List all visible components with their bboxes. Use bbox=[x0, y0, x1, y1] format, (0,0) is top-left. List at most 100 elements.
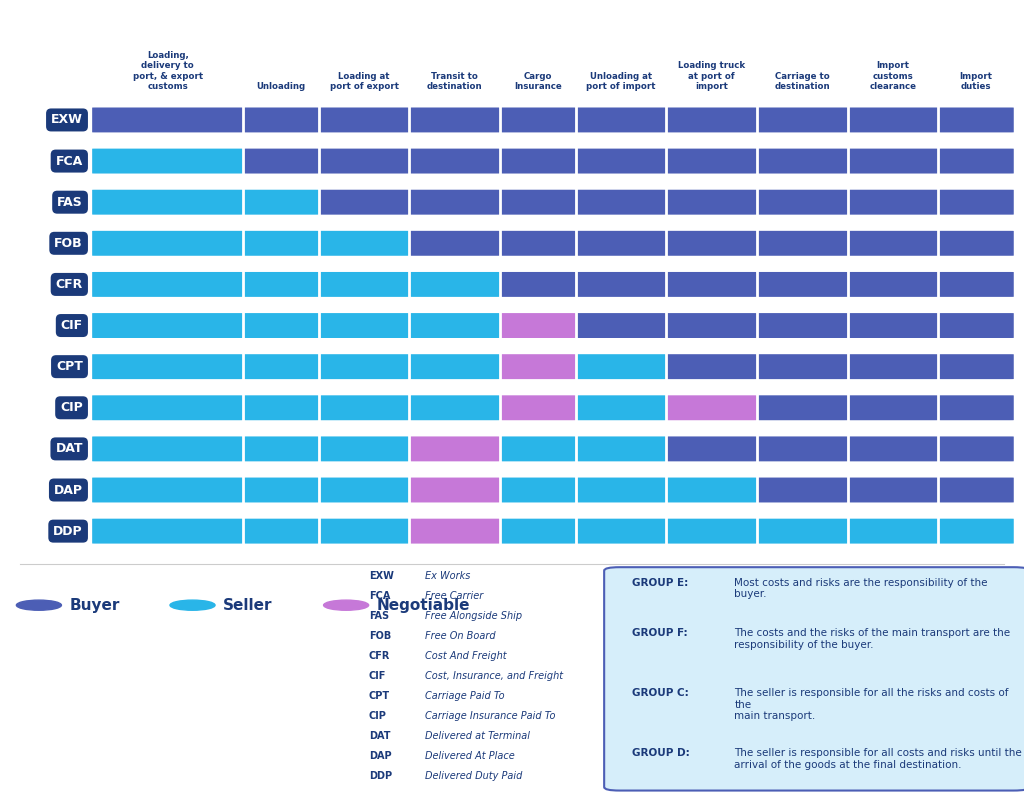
FancyBboxPatch shape bbox=[667, 190, 757, 214]
FancyBboxPatch shape bbox=[410, 354, 500, 379]
FancyBboxPatch shape bbox=[575, 190, 667, 214]
FancyBboxPatch shape bbox=[500, 272, 575, 297]
FancyBboxPatch shape bbox=[318, 107, 410, 133]
FancyBboxPatch shape bbox=[92, 148, 244, 174]
Text: GROUP E:: GROUP E: bbox=[632, 577, 688, 588]
FancyBboxPatch shape bbox=[938, 354, 1014, 379]
FancyBboxPatch shape bbox=[575, 231, 667, 256]
FancyBboxPatch shape bbox=[244, 107, 318, 133]
FancyBboxPatch shape bbox=[318, 272, 410, 297]
FancyBboxPatch shape bbox=[848, 272, 938, 297]
FancyBboxPatch shape bbox=[938, 313, 1014, 338]
Text: Delivered at Terminal: Delivered at Terminal bbox=[425, 731, 530, 741]
Text: EXW: EXW bbox=[369, 571, 393, 580]
Circle shape bbox=[324, 600, 369, 611]
FancyBboxPatch shape bbox=[318, 395, 410, 420]
FancyBboxPatch shape bbox=[318, 477, 410, 503]
FancyBboxPatch shape bbox=[575, 477, 667, 503]
Text: Cost, Insurance, and Freight: Cost, Insurance, and Freight bbox=[425, 671, 563, 680]
FancyBboxPatch shape bbox=[92, 190, 244, 214]
Text: Cost And Freight: Cost And Freight bbox=[425, 651, 507, 661]
Text: CFR: CFR bbox=[55, 278, 83, 291]
FancyBboxPatch shape bbox=[667, 313, 757, 338]
FancyBboxPatch shape bbox=[938, 477, 1014, 503]
FancyBboxPatch shape bbox=[500, 190, 575, 214]
FancyBboxPatch shape bbox=[92, 313, 244, 338]
FancyBboxPatch shape bbox=[244, 354, 318, 379]
Text: Free On Board: Free On Board bbox=[425, 630, 496, 641]
FancyBboxPatch shape bbox=[410, 190, 500, 214]
FancyBboxPatch shape bbox=[500, 354, 575, 379]
Text: Loading truck
at port of
import: Loading truck at port of import bbox=[678, 61, 745, 91]
Text: CPT: CPT bbox=[56, 360, 83, 373]
FancyBboxPatch shape bbox=[318, 518, 410, 544]
FancyBboxPatch shape bbox=[410, 437, 500, 461]
FancyBboxPatch shape bbox=[244, 190, 318, 214]
FancyBboxPatch shape bbox=[92, 518, 244, 544]
FancyBboxPatch shape bbox=[667, 354, 757, 379]
Text: The seller is responsible for all the risks and costs of the
main transport.: The seller is responsible for all the ri… bbox=[734, 688, 1009, 721]
FancyBboxPatch shape bbox=[848, 518, 938, 544]
Text: Unloading at
port of import: Unloading at port of import bbox=[586, 71, 655, 91]
FancyBboxPatch shape bbox=[92, 395, 244, 420]
FancyBboxPatch shape bbox=[244, 272, 318, 297]
FancyBboxPatch shape bbox=[410, 107, 500, 133]
FancyBboxPatch shape bbox=[500, 107, 575, 133]
FancyBboxPatch shape bbox=[244, 477, 318, 503]
Text: GROUP C:: GROUP C: bbox=[632, 688, 688, 698]
FancyBboxPatch shape bbox=[848, 107, 938, 133]
Text: Carriage to
destination: Carriage to destination bbox=[774, 71, 830, 91]
FancyBboxPatch shape bbox=[757, 518, 848, 544]
FancyBboxPatch shape bbox=[757, 437, 848, 461]
FancyBboxPatch shape bbox=[757, 313, 848, 338]
FancyBboxPatch shape bbox=[575, 107, 667, 133]
FancyBboxPatch shape bbox=[575, 272, 667, 297]
Text: Ex Works: Ex Works bbox=[425, 571, 470, 580]
FancyBboxPatch shape bbox=[848, 148, 938, 174]
FancyBboxPatch shape bbox=[500, 477, 575, 503]
FancyBboxPatch shape bbox=[318, 437, 410, 461]
FancyBboxPatch shape bbox=[500, 437, 575, 461]
Text: Unloading: Unloading bbox=[256, 82, 305, 91]
FancyBboxPatch shape bbox=[938, 518, 1014, 544]
FancyBboxPatch shape bbox=[848, 437, 938, 461]
Text: Loading at
port of export: Loading at port of export bbox=[330, 71, 398, 91]
Text: CPT: CPT bbox=[369, 691, 390, 701]
FancyBboxPatch shape bbox=[848, 313, 938, 338]
FancyBboxPatch shape bbox=[244, 313, 318, 338]
FancyBboxPatch shape bbox=[667, 107, 757, 133]
FancyBboxPatch shape bbox=[848, 354, 938, 379]
FancyBboxPatch shape bbox=[318, 148, 410, 174]
Text: DAT: DAT bbox=[55, 442, 83, 456]
Text: Buyer: Buyer bbox=[70, 598, 120, 613]
FancyBboxPatch shape bbox=[318, 190, 410, 214]
FancyBboxPatch shape bbox=[244, 395, 318, 420]
FancyBboxPatch shape bbox=[410, 272, 500, 297]
FancyBboxPatch shape bbox=[575, 395, 667, 420]
FancyBboxPatch shape bbox=[500, 148, 575, 174]
FancyBboxPatch shape bbox=[575, 313, 667, 338]
FancyBboxPatch shape bbox=[92, 272, 244, 297]
FancyBboxPatch shape bbox=[92, 231, 244, 256]
Text: DDP: DDP bbox=[369, 771, 392, 781]
FancyBboxPatch shape bbox=[848, 477, 938, 503]
FancyBboxPatch shape bbox=[500, 395, 575, 420]
Text: FAS: FAS bbox=[57, 195, 83, 209]
FancyBboxPatch shape bbox=[318, 313, 410, 338]
FancyBboxPatch shape bbox=[244, 518, 318, 544]
FancyBboxPatch shape bbox=[410, 231, 500, 256]
Text: DAT: DAT bbox=[369, 731, 390, 741]
FancyBboxPatch shape bbox=[575, 437, 667, 461]
FancyBboxPatch shape bbox=[667, 231, 757, 256]
Text: FOB: FOB bbox=[54, 237, 83, 250]
FancyBboxPatch shape bbox=[667, 395, 757, 420]
FancyBboxPatch shape bbox=[410, 518, 500, 544]
FancyBboxPatch shape bbox=[938, 395, 1014, 420]
FancyBboxPatch shape bbox=[938, 231, 1014, 256]
Circle shape bbox=[16, 600, 61, 611]
Text: CFR: CFR bbox=[369, 651, 390, 661]
Text: GROUP F:: GROUP F: bbox=[632, 628, 687, 638]
FancyBboxPatch shape bbox=[500, 313, 575, 338]
Text: DDP: DDP bbox=[53, 525, 83, 538]
FancyBboxPatch shape bbox=[575, 354, 667, 379]
